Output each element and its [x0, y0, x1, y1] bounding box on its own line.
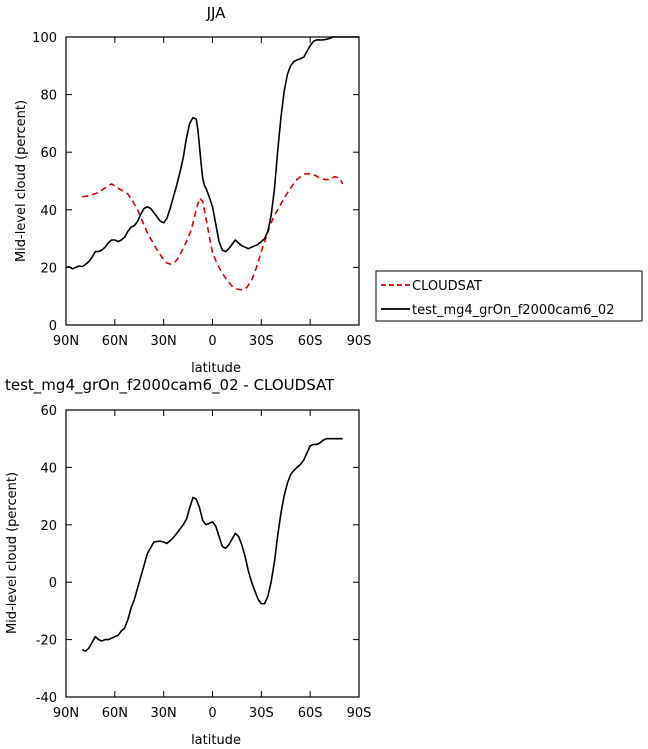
- bottom-xtick-label: 30N: [151, 706, 177, 721]
- top-frame: [65, 36, 360, 326]
- top-xtick-label: 60N: [102, 334, 128, 349]
- bottom-panel: test_mg4_grOn_f2000cam6_02 - CLOUDSAT 90…: [5, 376, 371, 748]
- bottom-xaxis-label: latitude: [191, 733, 241, 748]
- bottom-xtick-label: 90N: [53, 706, 79, 721]
- top-series-line-0: [82, 173, 344, 291]
- top-ytick-label: 80: [40, 89, 57, 104]
- top-ytick-label: 60: [40, 146, 57, 161]
- bottom-series-line-0: [81, 437, 343, 652]
- legend-box: [375, 270, 643, 322]
- bottom-xtick-label: 30S: [249, 706, 274, 721]
- legend: CLOUDSAT test_mg4_grOn_f2000cam6_02: [375, 270, 643, 322]
- top-ytick-label: 40: [40, 204, 57, 219]
- bottom-frame: [65, 409, 360, 698]
- top-plot-area: 90N 60N 30N 0 30S 60S 90S 0 20 40 60 80 100: [32, 31, 371, 349]
- top-ytick-label: 20: [40, 261, 57, 276]
- top-xtick-label: 0: [208, 334, 216, 349]
- top-xtick-label: 90S: [347, 334, 372, 349]
- bottom-plot-area: 90N 60N 30N 0 30S 60S 90S -40 -20 0 20 40 60: [36, 404, 372, 721]
- bottom-yaxis-label: Mid-level cloud (percent): [5, 472, 20, 634]
- top-series-line-1: [65, 36, 359, 270]
- bottom-xtick-label: 0: [208, 706, 216, 721]
- bottom-panel-title: test_mg4_grOn_f2000cam6_02 - CLOUDSAT: [5, 376, 335, 395]
- top-xtick-label: 60S: [298, 334, 323, 349]
- top-panel-title: JJA: [206, 4, 227, 22]
- bottom-ytick-label: -20: [36, 634, 57, 649]
- top-xtick-label: 30N: [151, 334, 177, 349]
- bottom-xtick-label: 60N: [102, 706, 128, 721]
- top-ytick-label: 100: [32, 31, 57, 46]
- bottom-ytick-label: 20: [40, 519, 57, 534]
- legend-label-model: test_mg4_grOn_f2000cam6_02: [412, 303, 614, 318]
- top-xaxis-label: latitude: [191, 361, 241, 376]
- bottom-ytick-label: -40: [36, 691, 57, 706]
- bottom-xtick-label: 60S: [298, 706, 323, 721]
- bottom-ytick-label: 0: [49, 576, 57, 591]
- bottom-ytick-label: 60: [40, 404, 57, 419]
- bottom-xtick-label: 90S: [347, 706, 372, 721]
- top-xtick-label: 30S: [249, 334, 274, 349]
- top-ytick-label: 0: [49, 319, 57, 334]
- bottom-ytick-label: 40: [40, 461, 57, 476]
- top-panel: JJA 90N 60N 30N 0 30S 60S 90S 0 20 40 60 80 100 lati…: [14, 4, 371, 376]
- top-xtick-label: 90N: [53, 334, 79, 349]
- top-yaxis-label: Mid-level cloud (percent): [14, 100, 29, 262]
- legend-label-cloudsat: CLOUDSAT: [412, 279, 482, 294]
